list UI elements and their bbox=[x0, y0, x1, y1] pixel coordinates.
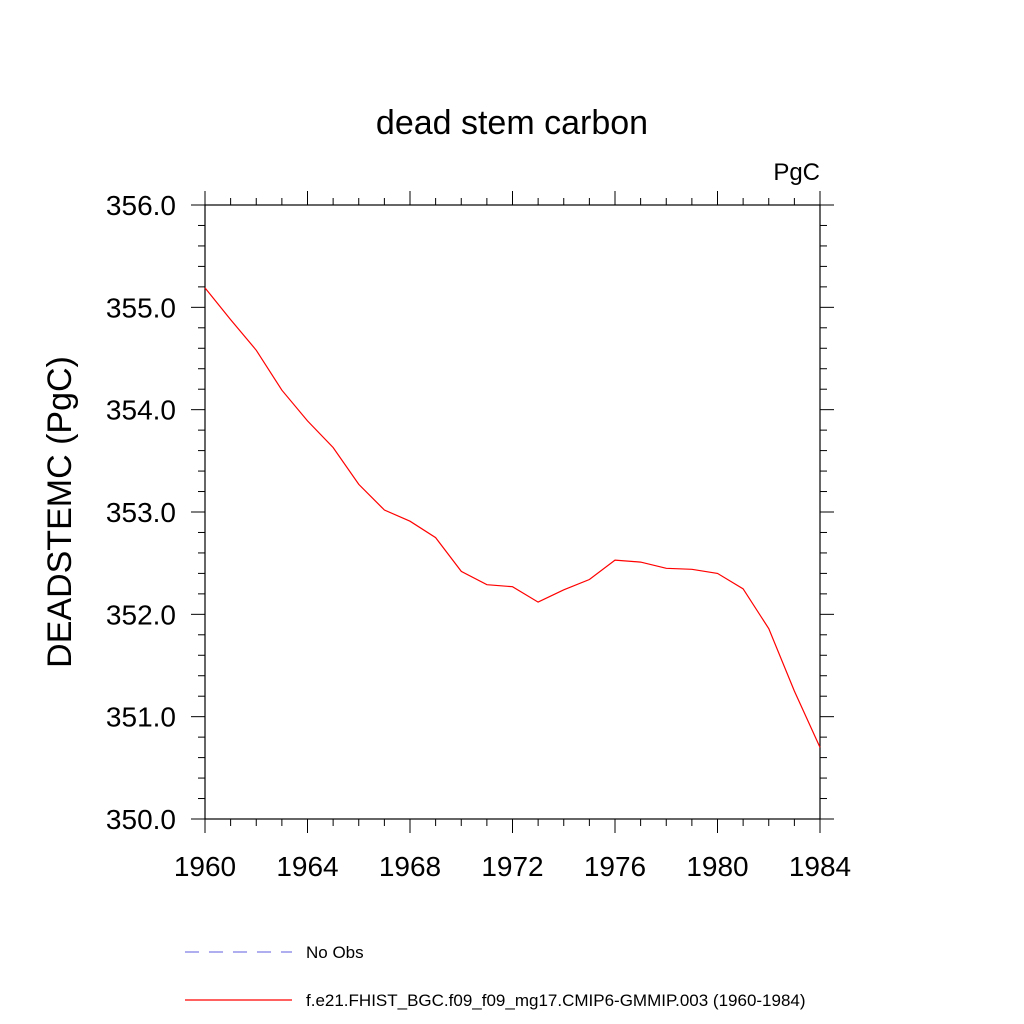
x-tick-label: 1984 bbox=[789, 851, 851, 882]
x-tick-label: 1960 bbox=[174, 851, 236, 882]
legend-label-model: f.e21.FHIST_BGC.f09_f09_mg17.CMIP6-GMMIP… bbox=[306, 991, 806, 1010]
series-line-0 bbox=[204, 287, 821, 748]
series-layer bbox=[204, 287, 821, 748]
y-tick-label: 355.0 bbox=[106, 292, 176, 323]
units-label: PgC bbox=[773, 159, 820, 186]
legend: No Obs f.e21.FHIST_BGC.f09_f09_mg17.CMIP… bbox=[185, 943, 806, 1010]
chart-title: dead stem carbon bbox=[376, 104, 648, 142]
legend-entry-model: f.e21.FHIST_BGC.f09_f09_mg17.CMIP6-GMMIP… bbox=[185, 991, 806, 1010]
legend-label-no-obs: No Obs bbox=[306, 943, 364, 962]
plot-frame bbox=[204, 204, 821, 820]
y-tick-label: 351.0 bbox=[106, 702, 176, 733]
x-tick-label: 1964 bbox=[276, 851, 338, 882]
y-tick-label: 353.0 bbox=[106, 497, 176, 528]
y-tick-label: 352.0 bbox=[106, 599, 176, 630]
x-tick-label: 1972 bbox=[481, 851, 543, 882]
y-tick-label: 356.0 bbox=[106, 190, 176, 221]
x-axis-ticks: 1960 1964 1968 1972 1976 1980 1984 bbox=[174, 191, 851, 882]
y-tick-label: 350.0 bbox=[106, 804, 176, 835]
y-axis-ticks: 350.0 351.0 352.0 353.0 354.0 355.0 356.0 bbox=[106, 190, 834, 835]
x-tick-label: 1980 bbox=[686, 851, 748, 882]
x-tick-label: 1968 bbox=[379, 851, 441, 882]
y-tick-label: 354.0 bbox=[106, 395, 176, 426]
x-tick-label: 1976 bbox=[584, 851, 646, 882]
y-axis-label: DEADSTEMC (PgC) bbox=[41, 356, 79, 668]
legend-entry-no-obs: No Obs bbox=[185, 943, 364, 962]
